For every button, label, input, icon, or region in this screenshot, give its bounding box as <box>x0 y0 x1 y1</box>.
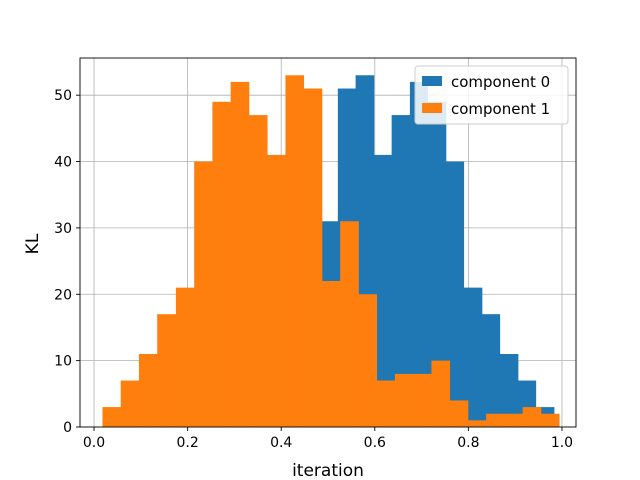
bar-series-1-bin-12 <box>321 280 341 427</box>
y-tick-label: 0 <box>63 420 72 436</box>
bar-series-1-bin-3 <box>157 314 177 427</box>
bar-series-1-bin-13 <box>340 221 359 427</box>
legend-box <box>414 65 569 125</box>
bars <box>102 75 560 428</box>
ticks: 0.0 0.2 0.4 0.6 0.8 1.0 0 10 20 30 40 50 <box>54 88 573 451</box>
bar-series-0-bin-8 <box>445 161 465 427</box>
legend-swatch-1 <box>422 103 442 113</box>
bar-series-1-bin-20 <box>467 420 487 427</box>
bar-series-1-bin-22 <box>504 413 524 427</box>
y-tick-label: 20 <box>54 287 72 303</box>
x-axis-label: iteration <box>292 461 364 480</box>
bar-series-1-bin-23 <box>522 407 542 427</box>
x-tick-label: 0.4 <box>270 435 292 451</box>
bar-series-1-bin-19 <box>449 400 469 427</box>
bar-series-1-bin-15 <box>376 380 396 427</box>
bar-series-1-bin-9 <box>267 154 286 427</box>
y-tick-label: 50 <box>54 88 72 104</box>
axes-frame <box>79 57 577 428</box>
bar-series-0-bin-9 <box>463 287 483 427</box>
bar-series-1-bin-8 <box>248 115 268 428</box>
bar-series-0-bin-5 <box>391 115 411 428</box>
bar-series-1-bin-21 <box>486 413 505 427</box>
bar-series-0-bin-7 <box>427 101 447 427</box>
legend-swatch-0 <box>422 76 442 86</box>
x-tick-label: 1.0 <box>551 435 573 451</box>
x-tick-label: 0.8 <box>457 435 479 451</box>
y-axis-label: KL <box>23 233 43 254</box>
y-tick-label: 10 <box>54 354 72 370</box>
plot-frame <box>79 57 577 428</box>
bar-series-1-bin-14 <box>358 294 378 427</box>
bar-series-0-bin-11 <box>499 353 519 427</box>
y-tick-label: 30 <box>54 221 72 237</box>
bar-series-1-bin-24 <box>540 413 560 427</box>
bar-series-1-bin-17 <box>413 373 432 427</box>
legend-label-0: component 0 <box>451 73 550 91</box>
y-tick-label: 40 <box>54 155 72 171</box>
bar-series-1-bin-6 <box>212 101 232 427</box>
bar-series-1-bin-7 <box>230 81 250 427</box>
x-tick-label: 0.0 <box>83 435 105 451</box>
bar-series-1-bin-1 <box>120 380 140 427</box>
x-tick-label: 0.6 <box>364 435 386 451</box>
series-1-bars <box>102 75 560 428</box>
legend-label-1: component 1 <box>451 100 550 118</box>
bar-series-1-bin-10 <box>285 75 305 427</box>
bar-series-0-bin-4 <box>373 154 393 427</box>
bar-series-0-bin-6 <box>409 81 429 427</box>
bar-series-1-bin-2 <box>138 353 158 427</box>
bar-series-1-bin-16 <box>394 373 414 427</box>
x-tick-label: 0.2 <box>176 435 198 451</box>
bar-series-1-bin-0 <box>102 407 122 427</box>
bar-series-1-bin-5 <box>194 161 213 427</box>
bar-series-1-bin-18 <box>431 360 451 427</box>
legend: component 0 component 1 <box>414 65 569 125</box>
bar-series-1-bin-4 <box>175 287 195 427</box>
bar-series-0-bin-10 <box>481 314 501 427</box>
bar-series-1-bin-11 <box>303 88 323 427</box>
